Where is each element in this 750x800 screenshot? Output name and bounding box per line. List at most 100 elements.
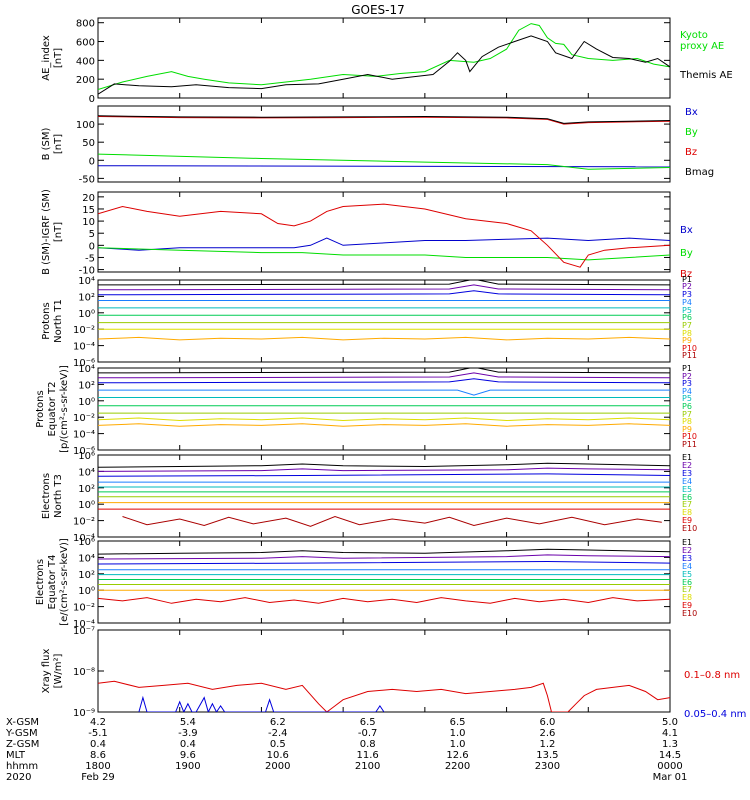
y-axis-label: AE_index (41, 35, 52, 81)
ephemeris-value: 10.6 (267, 750, 289, 761)
legend-entry: P10 (682, 432, 697, 441)
legend-entry: E5 (682, 570, 692, 579)
y-tick-label: 10⁻⁹ (73, 708, 95, 719)
legend-entry: P10 (682, 344, 697, 353)
legend-entry: P4 (682, 298, 692, 307)
panel-2: 100 50 0 -50 B (SM) [nT] Bx By Bz Bmag (41, 105, 714, 185)
ephemeris-row-label: 2020 (6, 772, 31, 783)
y-tick-label: 0 (89, 156, 95, 167)
y-tick-label: 10² (78, 484, 95, 495)
legend-entry: P11 (682, 351, 697, 360)
y-tick-label: 0 (89, 94, 95, 105)
series-p8 (98, 417, 670, 422)
legend-entry: E4 (682, 562, 692, 571)
y-tick-label: 10⁻² (73, 325, 95, 336)
panel-frame (97, 454, 671, 538)
legend-entry: E10 (682, 609, 697, 618)
panel-frame (97, 367, 671, 451)
legend-entry: E2 (682, 546, 692, 555)
legend-entry: P8 (682, 329, 692, 338)
y-axis-label: B (SM) (41, 127, 52, 160)
ephemeris-value: 4.2 (90, 717, 106, 728)
y-tick-label: -5 (85, 253, 95, 264)
series-kyoto-proxy-ae (98, 23, 670, 90)
y-axis-label: Protons (35, 390, 46, 427)
ephemeris-value: 6.2 (270, 717, 286, 728)
y-axis-label: Electrons (35, 559, 46, 605)
legend-entry: P5 (682, 394, 692, 403)
legend-entry: Bz (685, 147, 697, 158)
legend-entry: E8 (682, 593, 692, 602)
legend-entry: E5 (682, 485, 692, 494)
series-bmag (98, 115, 670, 124)
y-axis-label: [nT] (53, 222, 64, 242)
ephemeris-value: 6.0 (539, 717, 555, 728)
ephemeris-value: 6.5 (360, 717, 376, 728)
ephemeris-value: Feb 29 (81, 772, 115, 783)
y-axis-label: Electrons (41, 473, 52, 519)
series-e2 (98, 467, 670, 472)
y-tick-label: -10 (79, 266, 95, 277)
series-e1 (98, 548, 670, 555)
y-tick-label: -50 (79, 174, 95, 185)
series-e3 (98, 560, 670, 565)
panel-frame (97, 17, 671, 99)
y-tick-label: 10⁰ (78, 397, 95, 408)
legend-entry: P3 (682, 379, 692, 388)
ephemeris-value: 6.5 (450, 717, 466, 728)
legend-entry: By (685, 127, 698, 138)
series-p2 (98, 372, 670, 379)
legend-entry: Bz (680, 269, 692, 280)
ephemeris-value: 9.6 (180, 750, 196, 761)
series-p3 (98, 290, 670, 296)
legend-entry: P6 (682, 402, 692, 411)
ephemeris-row-label: MLT (6, 750, 26, 761)
ephemeris-value: -5.1 (88, 728, 108, 739)
series-bz (98, 203, 670, 268)
legend-entry: P11 (682, 440, 697, 449)
y-tick-label: 15 (82, 205, 95, 216)
legend-entry: E6 (682, 493, 692, 502)
y-axis-label: [e/(cm²-s-sr-keV)] (59, 538, 70, 626)
ephemeris-value: 13.5 (536, 750, 558, 761)
ephemeris-value: Mar 01 (653, 772, 688, 783)
panel-frame (97, 540, 671, 624)
legend-entry: 0.1–0.8 nm (684, 670, 740, 681)
panel-frame (97, 279, 671, 363)
panel-7: 10⁶ 10⁴ 10² 10⁰ 10⁻² 10⁻⁴ Electrons Equator T4[… (35, 537, 697, 630)
series-themis-ae (98, 35, 670, 95)
legend-entry: E9 (682, 601, 692, 610)
ephemeris-value: 1800 (85, 761, 110, 772)
series-bz (98, 116, 670, 125)
legend-entry: Themis AE (679, 70, 733, 81)
ephemeris-value: 2000 (265, 761, 290, 772)
legend-entry: P1 (682, 275, 692, 284)
legend-entry: E9 (682, 516, 692, 525)
y-axis-label: Equator T2 (47, 382, 58, 437)
series-p1 (98, 280, 670, 286)
y-tick-label: 10⁴ (78, 364, 95, 375)
series-0-1-0-8-nm (98, 680, 670, 712)
legend-entry: Kyoto (680, 30, 708, 41)
series-bx (98, 237, 670, 251)
series-p4 (98, 389, 670, 396)
y-tick-label: 10⁻⁸ (73, 667, 95, 678)
panel-frame (97, 105, 671, 183)
legend-entry: Bx (680, 225, 693, 236)
ephemeris-value: 0.4 (90, 739, 106, 750)
legend-entry: E7 (682, 585, 692, 594)
ephemeris-value: 2.6 (539, 728, 555, 739)
y-tick-label: 10⁰ (78, 500, 95, 511)
legend-entry: proxy AE (680, 41, 724, 52)
y-tick-label: 10⁻⁶ (73, 446, 95, 457)
series-p1 (98, 368, 670, 374)
y-tick-label: 10⁻² (73, 413, 95, 424)
y-axis-label: [nT] (53, 134, 64, 154)
y-tick-label: 10⁰ (78, 309, 95, 320)
ephemeris-value: 2100 (355, 761, 380, 772)
legend-entry: P7 (682, 410, 692, 419)
ephemeris-value: 2300 (535, 761, 560, 772)
series-e10 (122, 515, 662, 527)
